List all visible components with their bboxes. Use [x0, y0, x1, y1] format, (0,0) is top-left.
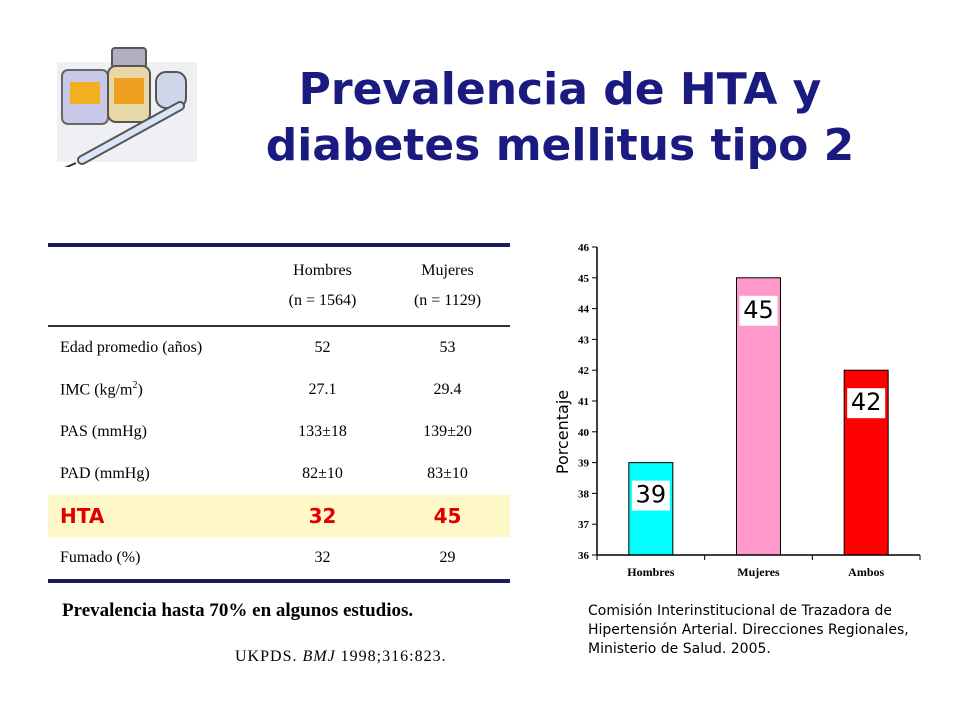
- y-tick-label: 43: [578, 334, 590, 346]
- table-row: Edad promedio (años) 52 53: [48, 326, 510, 369]
- table-header-row: Hombres (n = 1564) Mujeres (n = 1129): [48, 245, 510, 326]
- cell-mujeres: 83±10: [427, 465, 468, 482]
- y-axis: 36 37 38 39 40 41 42 43 44 45 46: [578, 242, 598, 562]
- data-label-box: [739, 295, 778, 326]
- y-tick-label: 42: [578, 365, 590, 377]
- x-tick-label: Ambos: [848, 565, 884, 579]
- title-line-1: Prevalencia de HTA y: [298, 64, 822, 115]
- prevalence-bar-chart: 36 37 38 39 40 41 42 43 44 45 46 39 45 42 Hombres Muj…: [553, 242, 921, 579]
- cell-mujeres: 45: [385, 495, 510, 537]
- table-row: PAD (mmHg) 82±10 83±10: [48, 453, 510, 495]
- reference-citation: UKPDS. BMJ 1998;316:823.: [235, 648, 447, 666]
- row-label-sup: 2: [132, 380, 138, 392]
- y-tick-label: 45: [578, 273, 590, 285]
- y-tick-label: 37: [578, 519, 590, 531]
- header-cell-empty: [48, 245, 260, 326]
- table-row: Fumado (%) 32 29: [48, 537, 510, 581]
- row-label: HTA: [48, 495, 260, 537]
- y-tick-label: 39: [578, 458, 590, 470]
- data-label: 42: [851, 388, 882, 416]
- y-axis-label: Porcentaje: [553, 390, 572, 474]
- source-note: Comisión Interinstitucional de Trazadora…: [588, 603, 909, 657]
- table-row-highlight: HTA 32 45: [48, 495, 510, 537]
- row-label: IMC (kg/m2): [48, 369, 260, 411]
- y-tick-label: 38: [578, 488, 590, 500]
- cell-hombres: 82±10: [302, 465, 343, 482]
- table-row: IMC (kg/m2) 27.1 29.4: [48, 369, 510, 411]
- patient-characteristics-table: Hombres (n = 1564) Mujeres (n = 1129) Ed…: [48, 243, 510, 583]
- reference-journal: BMJ: [302, 648, 336, 665]
- title-line-2: diabetes mellitus tipo 2: [265, 120, 855, 171]
- header-hombres-n: (n = 1564): [288, 292, 357, 309]
- y-tick-label: 41: [578, 396, 589, 408]
- y-tick-label: 46: [578, 242, 590, 254]
- header-hombres-label: Hombres: [293, 262, 352, 279]
- data-label-box: [631, 480, 670, 511]
- prevalence-note: Prevalencia hasta 70% en algunos estudio…: [62, 600, 414, 621]
- data-label-box: [847, 388, 886, 419]
- x-axis: Hombres Mujeres Ambos: [596, 554, 921, 579]
- cell-mujeres: 139±20: [423, 423, 472, 440]
- row-label: PAS (mmHg): [60, 423, 147, 440]
- cell-mujeres: 29.4: [433, 381, 462, 398]
- cell-hombres: 52: [314, 339, 331, 356]
- x-tick-label: Hombres: [627, 565, 674, 579]
- reference-prefix: UKPDS.: [235, 648, 298, 665]
- row-label: Fumado (%): [60, 549, 141, 566]
- x-tick-label: Mujeres: [737, 565, 780, 579]
- row-label-text: IMC (kg/m: [60, 381, 133, 399]
- bars: 39 45 42: [628, 277, 889, 556]
- cell-hombres: 133±18: [298, 423, 347, 440]
- reference-suffix: 1998;316:823.: [340, 648, 447, 665]
- y-tick-label: 36: [578, 550, 590, 562]
- header-mujeres-n: (n = 1129): [413, 292, 482, 309]
- row-label: Edad promedio (años): [60, 339, 203, 356]
- y-tick-label: 44: [578, 304, 590, 316]
- row-label: PAD (mmHg): [60, 465, 150, 482]
- cell-hombres: 32: [314, 549, 331, 566]
- cell-hombres: 27.1: [308, 381, 337, 398]
- cell-hombres: 32: [260, 495, 385, 537]
- row-label-after: ): [137, 381, 143, 399]
- data-label: 39: [636, 481, 667, 509]
- header-hombres: Hombres (n = 1564): [260, 245, 385, 326]
- medicine-vial-syringe-icon: [57, 47, 197, 167]
- page-title: Prevalencia de HTA y diabetes mellitus t…: [200, 62, 920, 174]
- header-mujeres-label: Mujeres: [421, 262, 474, 279]
- header-mujeres: Mujeres (n = 1129): [385, 245, 510, 326]
- cell-mujeres: 29: [439, 549, 456, 566]
- data-label: 45: [743, 296, 774, 324]
- cell-mujeres: 53: [439, 339, 456, 356]
- table-row: PAS (mmHg) 133±18 139±20: [48, 411, 510, 453]
- y-tick-label: 40: [578, 427, 590, 439]
